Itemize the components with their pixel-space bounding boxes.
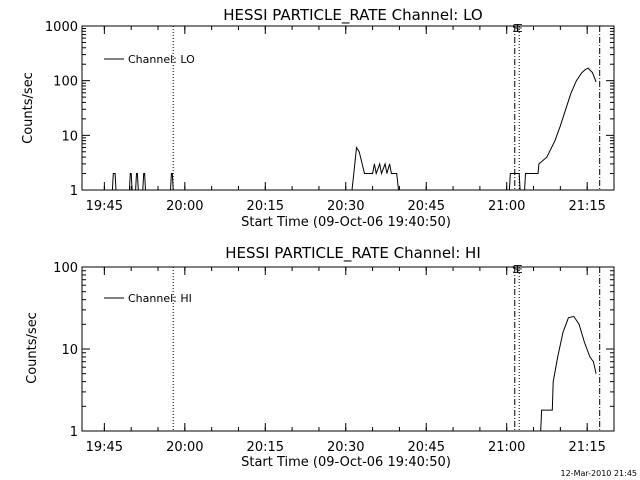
series-line — [82, 67, 597, 191]
legend-label: Channel: HI — [128, 292, 192, 305]
x-tick-label: 20:15 — [247, 199, 284, 214]
x-tick-label: 20:45 — [408, 440, 445, 455]
marker-label: S — [512, 263, 519, 276]
x-tick-label: 20:00 — [166, 199, 203, 214]
x-tick-label: 21:00 — [488, 199, 525, 214]
x-tick-label: 21:15 — [568, 440, 605, 455]
chart-title: HESSI PARTICLE_RATE Channel: HI — [225, 244, 481, 263]
legend: Channel: HI — [104, 292, 192, 305]
y-axis-label: Counts/sec — [21, 72, 36, 144]
x-tick-label: 19:45 — [86, 440, 123, 455]
marker-label: E — [516, 263, 523, 276]
y-axis-label: Counts/sec — [25, 312, 40, 384]
y-tick-group: 1 10 100 1000 — [45, 20, 614, 199]
plot-panel-lo: HESSI PARTICLE_RATE Channel: LO Counts/s… — [21, 6, 615, 230]
x-tick-label: 20:00 — [166, 440, 203, 455]
x-tick-label: 19:45 — [86, 199, 123, 214]
x-tick-label: 20:45 — [408, 199, 445, 214]
x-tick-label: 20:30 — [327, 199, 364, 214]
x-tick-label: 20:30 — [327, 440, 364, 455]
series-line — [536, 315, 597, 432]
x-axis-label: Start Time (09-Oct-06 19:40:50) — [241, 215, 451, 230]
annotation-group: SE — [172, 22, 601, 190]
x-tick-group: 19:45 20:00 20:15 20:30 20:45 21:00 21:15 — [86, 267, 615, 455]
annotation-group: SE — [172, 263, 601, 431]
x-axis-label: Start Time (09-Oct-06 19:40:50) — [241, 455, 451, 470]
x-tick-label: 21:00 — [488, 440, 525, 455]
y-tick-label: 100 — [53, 75, 78, 90]
y-tick-group: 1 10 100 — [53, 261, 614, 440]
plot-panel-hi: HESSI PARTICLE_RATE Channel: HI Counts/s… — [25, 244, 615, 470]
x-tick-group: 19:45 20:00 20:15 20:30 20:45 21:00 21:15 — [86, 26, 615, 214]
plot-frame — [81, 25, 615, 191]
legend-label: Channel: LO — [128, 53, 195, 66]
footer-timestamp: 12-Mar-2010 21:45 — [561, 469, 638, 478]
y-tick-label: 1000 — [45, 20, 78, 35]
y-tick-label: 1 — [70, 184, 78, 199]
marker-label: S — [512, 22, 519, 35]
x-tick-label: 21:15 — [568, 199, 605, 214]
chart-title: HESSI PARTICLE_RATE Channel: LO — [223, 6, 482, 25]
y-tick-label: 100 — [53, 261, 78, 276]
y-tick-label: 10 — [61, 129, 78, 144]
x-tick-label: 20:15 — [247, 440, 284, 455]
y-tick-label: 1 — [70, 425, 78, 440]
series-group — [536, 315, 597, 432]
y-tick-label: 10 — [61, 343, 78, 358]
series-group — [82, 67, 597, 191]
marker-label: E — [516, 22, 523, 35]
legend: Channel: LO — [104, 53, 195, 66]
